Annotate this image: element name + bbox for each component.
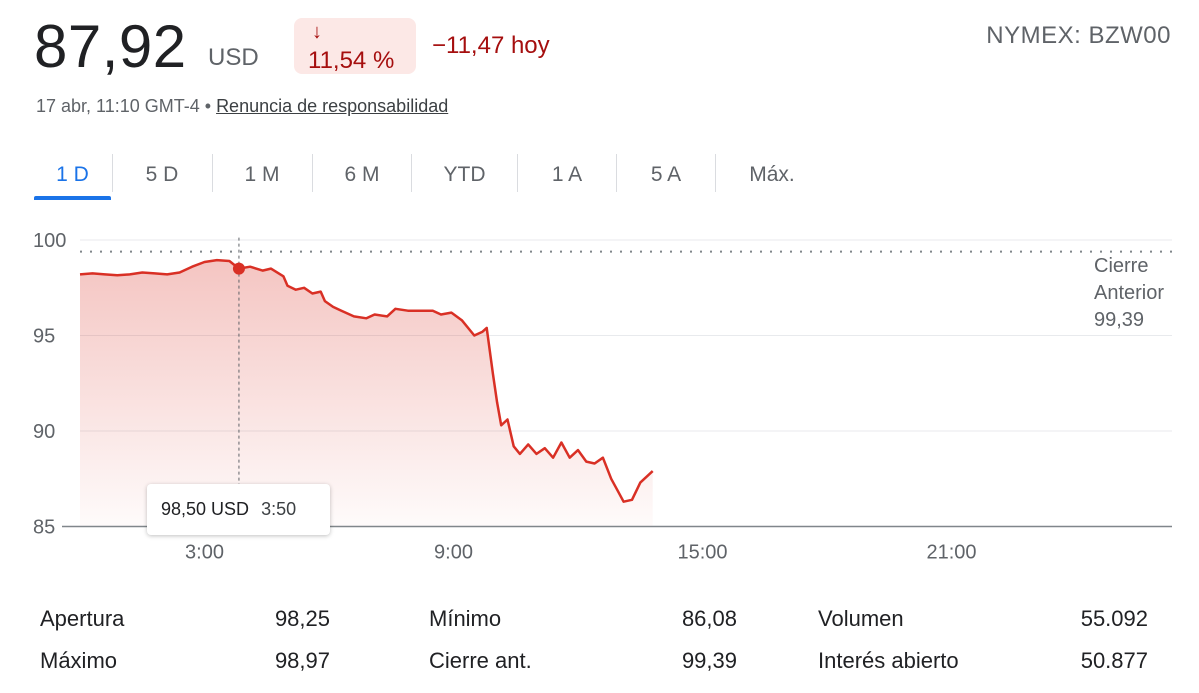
tab-divider [616, 154, 617, 192]
tab-5a[interactable]: 5 A [650, 163, 682, 186]
stat-value-open: 98,25 [274, 606, 330, 631]
arrow-down-icon: ↓ [312, 21, 322, 43]
stat-value-low: 86,08 [681, 606, 737, 631]
tab-divider [517, 154, 518, 192]
currency-label: USD [208, 44, 259, 71]
tooltip-time: 3:50 [261, 499, 297, 519]
disclaimer-link[interactable]: Renuncia de responsabilidad [216, 96, 449, 116]
timestamp: 17 abr, 11:10 GMT-4 • [36, 96, 217, 116]
timestamp-line: 17 abr, 11:10 GMT-4 • Renuncia de respon… [36, 96, 448, 117]
tab-ytd[interactable]: YTD [443, 163, 486, 186]
tab-divider [411, 154, 412, 192]
stat-value-prev-close: 99,39 [681, 648, 737, 673]
x-tick-label: 9:00 [434, 542, 473, 564]
y-tick-label: 85 [33, 517, 55, 539]
tab-max[interactable]: Máx. [749, 163, 795, 186]
tab-6m[interactable]: 6 M [344, 163, 380, 186]
y-tick-label: 95 [33, 326, 55, 348]
price-line [79, 258, 654, 503]
tab-divider [312, 154, 313, 192]
stat-label-prev-close: Cierre ant. [429, 648, 532, 673]
x-tick-label: 15:00 [677, 542, 727, 564]
change-absolute: −11,47 hoy [432, 32, 550, 59]
previous-close-label: Cierre [1094, 255, 1148, 277]
stat-label-open-interest: Interés abierto [818, 648, 959, 673]
tab-1d[interactable]: 1 D [34, 150, 111, 200]
x-tick-label: 21:00 [926, 542, 976, 564]
stat-value-open-interest: 50.877 [1080, 648, 1148, 673]
ticker-symbol: NYMEX: BZW00 [986, 22, 1171, 49]
y-tick-label: 90 [33, 421, 55, 443]
change-badge: ↓ 11,54 % [294, 18, 416, 74]
previous-close-value: 99,39 [1094, 309, 1144, 331]
x-tick-label: 3:00 [185, 542, 224, 564]
tooltip-price: 98,50 USD [161, 499, 250, 519]
hover-tooltip: 98,50 USD 3:50 [147, 484, 330, 535]
stat-label-volume: Volumen [818, 606, 904, 631]
stat-label-high: Máximo [40, 648, 118, 673]
price-area [80, 260, 653, 527]
price-chart[interactable]: 85 90 95 100 3:00 9:00 15:00 21:00 Cierre Ante… [0, 210, 1199, 570]
stat-label-open: Apertura [40, 606, 125, 631]
tab-5d[interactable]: 5 D [145, 163, 179, 186]
tab-1a[interactable]: 1 A [551, 163, 583, 186]
tab-divider [112, 154, 113, 192]
current-price: 87,92 [34, 13, 187, 80]
previous-close-label: Anterior [1094, 282, 1164, 304]
y-tick-label: 100 [33, 230, 66, 252]
hover-point [232, 262, 245, 275]
tab-divider [715, 154, 716, 192]
change-percent: 11,54 % [308, 47, 395, 74]
stat-value-high: 98,97 [274, 648, 330, 673]
stat-value-volume: 55.092 [1080, 606, 1148, 631]
stat-label-low: Mínimo [429, 606, 502, 631]
tab-divider [212, 154, 213, 192]
tab-1m[interactable]: 1 M [244, 163, 280, 186]
